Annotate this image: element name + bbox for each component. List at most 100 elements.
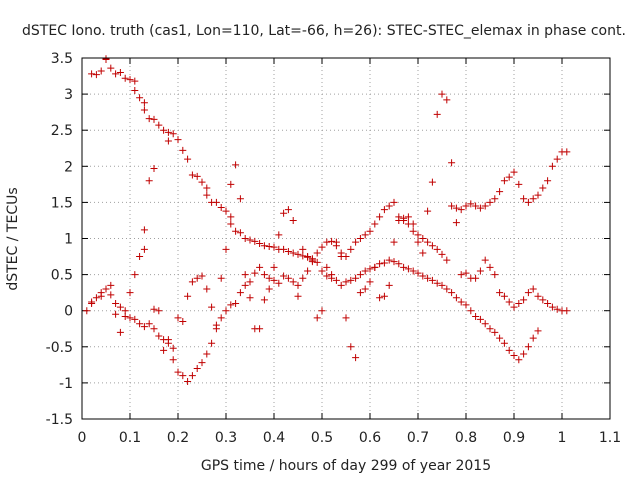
data-point-descending bbox=[313, 258, 321, 266]
data-point-middle bbox=[131, 271, 139, 279]
data-point-ascending bbox=[481, 202, 489, 210]
data-point-ascending bbox=[294, 281, 302, 289]
data-point-ascending bbox=[270, 276, 278, 284]
data-point-ascending bbox=[160, 346, 168, 354]
data-point-descending bbox=[395, 260, 403, 268]
grid-layer bbox=[82, 58, 610, 419]
data-point-descending bbox=[462, 301, 470, 309]
data-point-middle bbox=[400, 214, 408, 222]
y-tick-label: -0.5 bbox=[46, 340, 73, 356]
data-point-descending bbox=[323, 272, 331, 280]
data-point-descending bbox=[404, 265, 412, 273]
data-point-ascending bbox=[150, 325, 158, 333]
data-point-descending bbox=[318, 267, 326, 275]
data-point-ascending bbox=[256, 263, 264, 271]
points-layer bbox=[83, 55, 571, 385]
data-point-ascending bbox=[222, 307, 230, 315]
data-point-middle bbox=[275, 231, 283, 239]
data-point-ascending bbox=[251, 269, 259, 277]
data-point-ascending bbox=[284, 274, 292, 282]
data-point-middle bbox=[280, 209, 288, 217]
data-point-middle bbox=[246, 294, 254, 302]
data-point-ascending bbox=[246, 278, 254, 286]
data-point-ascending bbox=[534, 191, 542, 199]
data-point-middle bbox=[227, 180, 235, 188]
data-point-ascending bbox=[304, 267, 312, 275]
data-point-descending bbox=[433, 279, 441, 287]
data-point-descending bbox=[390, 258, 398, 266]
data-point-descending bbox=[409, 267, 417, 275]
data-point-descending bbox=[140, 99, 148, 107]
data-point-descending bbox=[116, 68, 124, 76]
data-point-middle bbox=[419, 249, 427, 257]
data-point-middle bbox=[544, 299, 552, 307]
data-point-descending bbox=[294, 250, 302, 258]
data-point-middle bbox=[404, 213, 412, 221]
data-point-middle bbox=[270, 263, 278, 271]
data-point-descending bbox=[491, 328, 499, 336]
data-point-descending bbox=[438, 281, 446, 289]
data-point-ascending bbox=[366, 227, 374, 235]
data-point-middle bbox=[155, 307, 163, 315]
data-point-middle bbox=[308, 258, 316, 266]
x-tick-label: 0.1 bbox=[119, 430, 141, 446]
data-point-middle bbox=[548, 303, 556, 311]
data-point-descending bbox=[145, 115, 153, 123]
data-point-middle bbox=[265, 285, 273, 293]
data-point-ascending bbox=[356, 235, 364, 242]
data-point-ascending bbox=[476, 204, 484, 212]
data-point-descending bbox=[448, 289, 456, 297]
x-tick-label: 0.8 bbox=[455, 430, 477, 446]
data-point-ascending bbox=[544, 177, 552, 185]
data-point-middle bbox=[438, 90, 446, 98]
data-point-descending bbox=[140, 106, 148, 114]
data-point-descending bbox=[385, 256, 393, 264]
data-point-descending bbox=[92, 71, 100, 79]
data-point-ascending bbox=[457, 206, 465, 214]
data-point-middle bbox=[318, 307, 326, 315]
data-point-middle bbox=[380, 292, 388, 300]
data-point-ascending bbox=[491, 195, 499, 203]
data-point-ascending bbox=[419, 235, 427, 242]
data-point-ascending bbox=[371, 220, 379, 228]
data-point-descending bbox=[299, 252, 307, 260]
data-point-descending bbox=[332, 276, 340, 284]
data-point-middle bbox=[539, 296, 547, 304]
data-point-middle bbox=[347, 343, 355, 351]
data-point-middle bbox=[169, 344, 177, 352]
data-point-descending bbox=[164, 137, 172, 145]
plot-frame bbox=[81, 57, 611, 420]
data-point-ascending bbox=[520, 195, 528, 203]
data-point-middle bbox=[433, 110, 441, 118]
data-point-ascending bbox=[102, 285, 110, 293]
data-point-middle bbox=[534, 292, 542, 300]
data-point-ascending bbox=[275, 279, 283, 287]
data-point-descending bbox=[342, 278, 350, 286]
data-point-ascending bbox=[409, 227, 417, 235]
data-point-ascending bbox=[236, 289, 244, 297]
data-point-middle bbox=[313, 314, 321, 322]
data-point-middle bbox=[385, 281, 393, 289]
data-point-descending bbox=[443, 285, 451, 293]
data-point-ascending bbox=[188, 372, 196, 380]
data-point-ascending bbox=[208, 339, 216, 347]
data-point-descending bbox=[126, 76, 134, 84]
data-point-middle bbox=[515, 299, 523, 307]
data-point-middle bbox=[179, 318, 187, 326]
data-point-middle bbox=[203, 285, 211, 293]
y-tick-label: 2 bbox=[64, 159, 73, 175]
data-point-descending bbox=[251, 237, 259, 245]
data-point-ascending bbox=[116, 303, 124, 311]
data-point-ascending bbox=[227, 301, 235, 309]
data-point-descending bbox=[356, 271, 364, 279]
data-point-descending bbox=[136, 94, 144, 102]
data-point-middle bbox=[414, 238, 422, 246]
data-point-ascending bbox=[414, 231, 422, 239]
y-tick-label: 2.5 bbox=[51, 123, 73, 139]
data-point-middle bbox=[337, 253, 345, 261]
data-point-middle bbox=[452, 219, 460, 227]
data-point-descending bbox=[500, 339, 508, 347]
data-point-ascending bbox=[515, 180, 523, 188]
data-point-descending bbox=[212, 198, 220, 206]
